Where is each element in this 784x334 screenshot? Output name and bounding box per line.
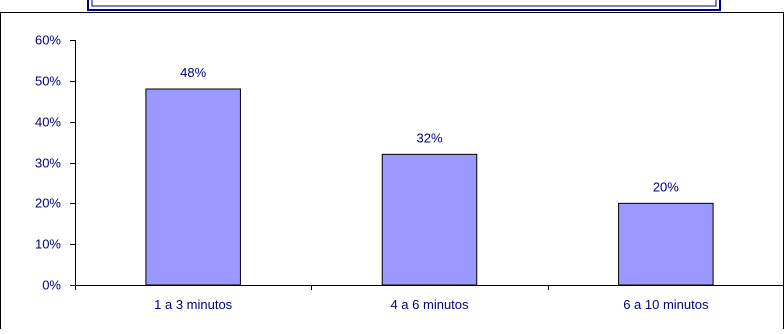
x-axis: 1 a 3 minutos 4 a 6 minutos 6 a 10 minutos [75,285,784,312]
bar [381,153,478,286]
y-tick-label: 10% [35,237,61,252]
x-tick-label: 1 a 3 minutos [154,297,233,312]
data-label: 48% [180,65,206,80]
x-tick-label: 4 a 6 minutos [390,297,469,312]
data-label: 20% [653,179,679,194]
data-labels: 48% 32% 20% [180,65,679,194]
y-tick-label: 40% [35,115,61,130]
y-tick-label: 50% [35,74,61,89]
y-axis: 0% 10% 20% 30% 40% 50% 60% [35,33,76,293]
y-tick-label: 20% [35,196,61,211]
data-label: 32% [416,130,442,145]
bar [618,202,714,286]
y-tick-label: 30% [35,156,61,171]
title-box [87,0,721,11]
bar [145,88,241,286]
y-tick-label: 60% [35,33,61,48]
y-tick-label: 0% [42,278,61,293]
bars [145,88,714,286]
x-tick-label: 6 a 10 minutos [623,297,709,312]
